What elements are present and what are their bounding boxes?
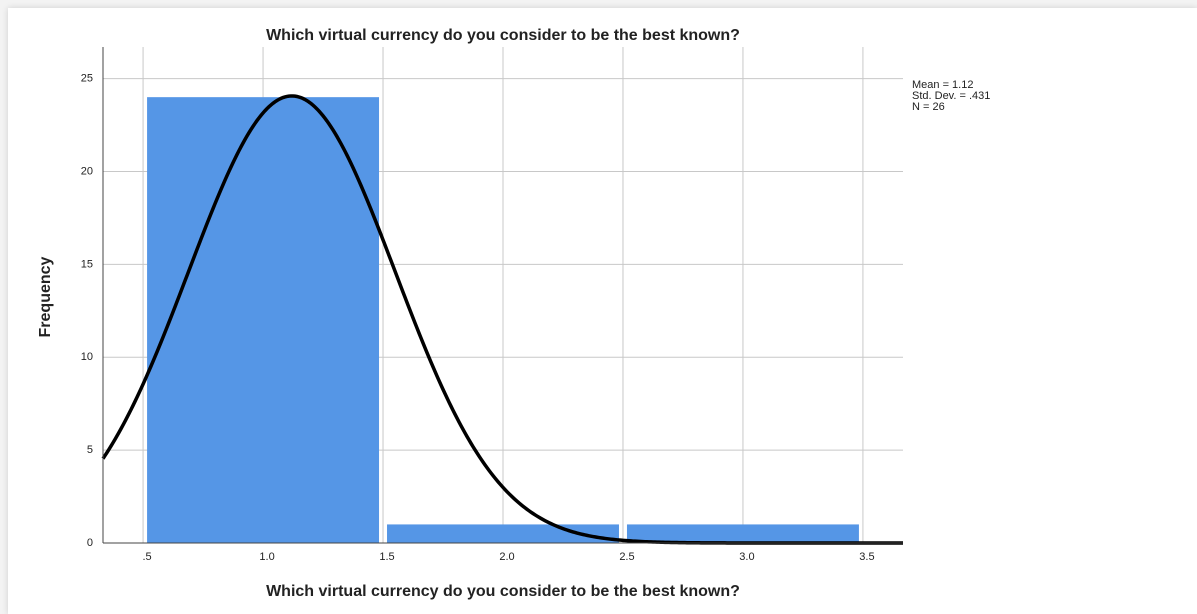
x-tick-label: 1.0 bbox=[259, 551, 274, 563]
stats-label: N = 26 bbox=[912, 101, 945, 113]
y-axis-title: Frequency bbox=[37, 256, 54, 337]
x-tick-label: 2.5 bbox=[619, 551, 634, 563]
y-tick-label: 20 bbox=[81, 165, 93, 177]
y-tick-label: 15 bbox=[81, 258, 93, 270]
y-tick-label: 0 bbox=[87, 537, 93, 549]
bar bbox=[147, 97, 380, 544]
stats-label: Std. Dev. = .431 bbox=[912, 90, 990, 102]
chart-title: Which virtual currency do you consider t… bbox=[266, 27, 740, 44]
x-tick-label: 3.5 bbox=[859, 551, 874, 563]
x-tick-label: 3.0 bbox=[739, 551, 754, 563]
y-tick-label: 10 bbox=[81, 351, 93, 363]
bar bbox=[626, 524, 859, 543]
stats-label: Mean = 1.12 bbox=[912, 79, 973, 91]
x-tick-label: 2.0 bbox=[499, 551, 514, 563]
x-axis-title: Which virtual currency do you consider t… bbox=[266, 583, 740, 600]
y-tick-label: 5 bbox=[87, 444, 93, 456]
x-tick-label: .5 bbox=[142, 551, 151, 563]
x-tick-label: 1.5 bbox=[379, 551, 394, 563]
y-tick-label: 25 bbox=[81, 72, 93, 84]
